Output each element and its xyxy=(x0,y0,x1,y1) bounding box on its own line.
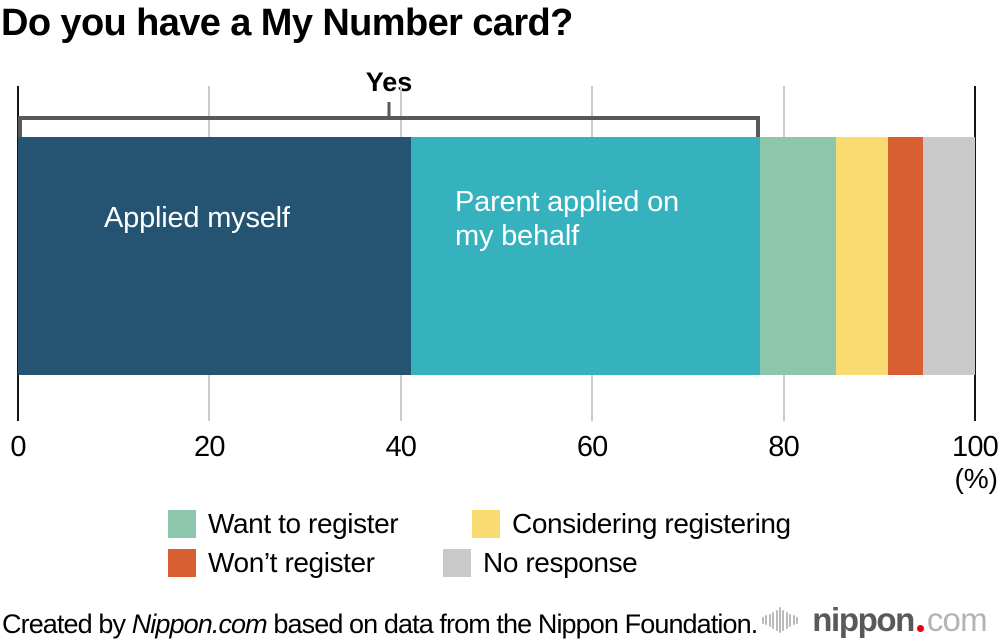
bar-segment xyxy=(887,137,924,375)
logo-red-dot-icon xyxy=(916,625,924,632)
legend-item-no-response: No response xyxy=(443,547,638,579)
bar-segment xyxy=(923,137,975,375)
legend-item-wont-register: Won’t register xyxy=(168,547,375,579)
tick-label-80: 80 xyxy=(768,431,799,463)
yes-bracket-tick xyxy=(387,102,391,117)
legend-label: Want to register xyxy=(208,508,399,539)
legend-swatch-green xyxy=(168,510,196,538)
tick-label-100: 100 xyxy=(952,431,999,463)
bar-segment-label-line1: Parent applied on xyxy=(455,186,679,218)
legend-item-considering-registering: Considering registering xyxy=(472,508,791,540)
legend-swatch-yellow xyxy=(472,510,500,538)
credit-text: Created by Nippon.com based on data from… xyxy=(2,609,758,640)
bar-segment-label-parent-applied: Parent applied on my behalf xyxy=(455,185,679,253)
soundwave-icon xyxy=(762,605,799,635)
nippon-logo: nippon com xyxy=(762,601,988,638)
bar-segment xyxy=(18,137,412,375)
tick-label-40: 40 xyxy=(385,431,417,463)
bar-segment xyxy=(759,137,837,375)
yes-bracket xyxy=(18,116,760,137)
logo-tld: com xyxy=(926,601,988,638)
bar-segment xyxy=(411,137,760,375)
legend-item-want-to-register: Want to register xyxy=(168,508,399,540)
axis-line-100pct xyxy=(974,86,976,421)
credit-source: Nippon.com xyxy=(131,609,268,639)
tick-label-0: 0 xyxy=(10,431,26,463)
bracket-label: Yes xyxy=(365,67,413,97)
credit-suffix: based on data from the Nippon Foundation… xyxy=(266,609,758,639)
bar-segment xyxy=(836,137,888,375)
legend-swatch-gray xyxy=(443,549,471,577)
logo-wordmark: nippon xyxy=(812,601,915,638)
bar-segment-label-line2: my behalf xyxy=(455,220,579,252)
tick-label-60: 60 xyxy=(576,431,608,463)
plot-area: Applied myself Parent applied on my beha… xyxy=(10,86,999,494)
legend-label: No response xyxy=(483,547,638,578)
credit-prefix: Created by xyxy=(2,609,132,639)
legend-swatch-orange xyxy=(168,549,196,577)
axis-unit-label: (%) xyxy=(954,463,998,494)
bar-segment-label-applied-myself: Applied myself xyxy=(104,202,290,234)
legend-label: Considering registering xyxy=(512,508,791,539)
tick-label-20: 20 xyxy=(194,431,225,463)
chart-title: Do you have a My Number card? xyxy=(1,2,573,44)
legend-label: Won’t register xyxy=(208,547,375,578)
stacked-bar xyxy=(18,137,975,375)
